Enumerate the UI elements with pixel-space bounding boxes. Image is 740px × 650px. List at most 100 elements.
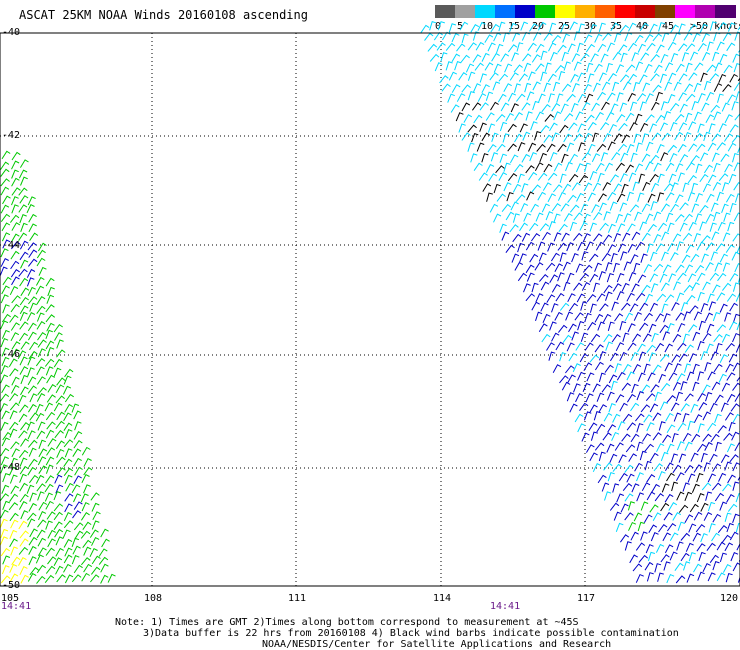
wind-barb: [689, 305, 699, 314]
wind-barb: [551, 132, 560, 142]
wind-barb: [664, 462, 674, 472]
wind-barb: [73, 431, 83, 440]
wind-barb: [668, 502, 678, 511]
wind-barb: [702, 433, 712, 442]
wind-barb: [661, 32, 670, 42]
wind-barb: [635, 241, 645, 251]
wind-barb: [9, 573, 19, 583]
wind-barb: [627, 243, 637, 253]
wind-barb: [71, 574, 82, 583]
wind-barb: [29, 412, 39, 421]
wind-barb: [47, 438, 57, 447]
wind-barb: [574, 413, 584, 423]
wind-barb: [11, 556, 21, 566]
wind-barb: [694, 264, 705, 274]
wind-barb: [531, 184, 541, 193]
wind-barb: [645, 393, 656, 402]
legend-label: 0: [435, 21, 442, 32]
wind-barb: [587, 73, 595, 83]
wind-barb: [484, 62, 494, 71]
wind-barb: [642, 181, 651, 192]
wind-barb: [716, 324, 727, 333]
wind-barb: [729, 202, 737, 213]
wind-barb: [632, 563, 643, 572]
wind-barb: [653, 211, 662, 221]
wind-barb: [651, 332, 659, 343]
wind-barb: [616, 92, 624, 102]
legend-swatch: [675, 5, 696, 18]
wind-barb: [548, 42, 557, 52]
wind-barb: [499, 121, 508, 132]
wind-barb: [598, 404, 607, 413]
wind-barb: [649, 504, 659, 513]
wind-barb: [81, 474, 90, 484]
wind-barb: [472, 54, 482, 63]
wind-barb: [475, 41, 485, 51]
wind-barb: [565, 311, 573, 321]
wind-barb: [601, 101, 610, 111]
wind-barb: [727, 221, 735, 232]
wind-barb: [640, 253, 648, 263]
wind-barb: [11, 295, 21, 304]
wind-barb: [550, 252, 560, 262]
wind-barb: [551, 303, 559, 313]
wind-barb: [589, 404, 598, 414]
wind-barb: [679, 202, 689, 211]
wind-barb: [682, 432, 692, 442]
wind-barb: [467, 42, 477, 51]
wind-barb: [646, 572, 654, 582]
wind-barb: [83, 563, 93, 573]
wind-barb: [619, 24, 630, 33]
wind-barb: [27, 367, 35, 377]
wind-barb: [697, 340, 705, 351]
wind-barb: [736, 320, 740, 331]
wind-barb: [636, 92, 647, 102]
wind-barb: [616, 113, 626, 123]
wind-barb: [573, 133, 583, 142]
wind-barb: [29, 492, 37, 502]
wind-barb: [531, 301, 540, 311]
wind-barb: [607, 471, 615, 482]
wind-barb: [471, 102, 482, 111]
lat-label-48: -48: [2, 462, 21, 473]
wind-barb: [534, 162, 544, 171]
wind-barb: [709, 21, 717, 31]
wind-barb: [724, 542, 734, 552]
wind-barb: [569, 221, 577, 232]
wind-barb: [600, 53, 609, 63]
wind-barb: [693, 111, 702, 121]
wind-barb: [641, 232, 651, 242]
wind-barb: [723, 212, 731, 222]
note-line-2: 3)Data buffer is 22 hrs from 20160108 4)…: [143, 628, 679, 639]
wind-barb: [18, 557, 27, 566]
wind-barb: [500, 102, 510, 112]
wind-barb: [583, 213, 591, 223]
wind-barb: [667, 41, 677, 51]
wind-barb: [724, 163, 733, 173]
wind-barb: [520, 21, 528, 31]
wind-barb: [526, 91, 535, 101]
wind-barb: [53, 491, 62, 501]
wind-barb: [563, 213, 573, 222]
wind-barb: [725, 244, 735, 253]
wind-barb: [559, 252, 567, 262]
wind-barb: [664, 294, 675, 303]
wind-barb: [693, 232, 701, 243]
wind-barb: [18, 268, 28, 277]
wind-barb: [543, 32, 553, 41]
legend-swatch: [655, 5, 676, 18]
wind-barb: [599, 122, 610, 131]
wind-barb: [669, 121, 678, 132]
wind-barb: [496, 143, 506, 152]
wind-barb: [28, 545, 37, 555]
wind-barb: [649, 23, 658, 33]
wind-barb: [719, 303, 728, 313]
wind-barb: [573, 282, 583, 291]
wind-barb: [601, 252, 611, 262]
wind-barb: [570, 73, 579, 83]
wind-barb: [18, 169, 28, 179]
wind-barb: [523, 212, 532, 222]
wind-barb: [598, 271, 606, 281]
wind-barb: [734, 31, 740, 41]
wind-barb: [561, 232, 570, 242]
